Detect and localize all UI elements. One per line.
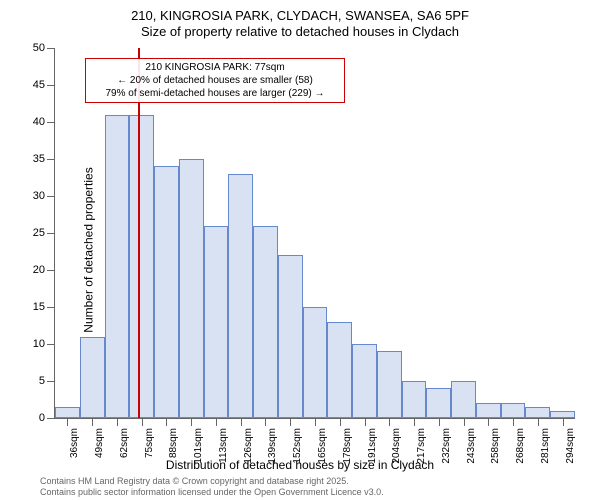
y-tick-label: 50 bbox=[15, 42, 45, 54]
x-tick bbox=[389, 418, 390, 426]
histogram-bar bbox=[327, 322, 352, 418]
chart-title-description: Size of property relative to detached ho… bbox=[0, 24, 600, 39]
histogram-bar bbox=[228, 174, 253, 418]
x-tick bbox=[365, 418, 366, 426]
y-tick bbox=[47, 307, 55, 308]
y-tick bbox=[47, 122, 55, 123]
x-tick bbox=[117, 418, 118, 426]
footer-copyright: Contains HM Land Registry data © Crown c… bbox=[40, 476, 349, 486]
annotation-line-1: 210 KINGROSIA PARK: 77sqm bbox=[90, 61, 340, 74]
y-tick bbox=[47, 159, 55, 160]
y-tick bbox=[47, 196, 55, 197]
histogram-bar bbox=[80, 337, 105, 418]
histogram-bar bbox=[352, 344, 377, 418]
x-tick bbox=[216, 418, 217, 426]
x-tick bbox=[290, 418, 291, 426]
y-tick-label: 10 bbox=[15, 338, 45, 350]
histogram-bar bbox=[253, 226, 278, 418]
y-tick-label: 25 bbox=[15, 227, 45, 239]
annotation-line-2: ← 20% of detached houses are smaller (58… bbox=[90, 74, 340, 87]
y-tick bbox=[47, 381, 55, 382]
histogram-bar bbox=[501, 403, 526, 418]
histogram-bar bbox=[303, 307, 328, 418]
y-tick bbox=[47, 48, 55, 49]
plot-area: 0510152025303540455036sqm49sqm62sqm75sqm… bbox=[54, 48, 575, 419]
y-tick-label: 35 bbox=[15, 153, 45, 165]
x-tick bbox=[191, 418, 192, 426]
x-axis-label: Distribution of detached houses by size … bbox=[0, 458, 600, 472]
footer-licence: Contains public sector information licen… bbox=[40, 487, 384, 497]
x-tick bbox=[67, 418, 68, 426]
histogram-bar bbox=[105, 115, 130, 418]
histogram-bar bbox=[179, 159, 204, 418]
x-tick bbox=[142, 418, 143, 426]
property-annotation: 210 KINGROSIA PARK: 77sqm← 20% of detach… bbox=[85, 58, 345, 103]
x-tick bbox=[315, 418, 316, 426]
property-marker-line bbox=[138, 48, 140, 418]
histogram-bar bbox=[278, 255, 303, 418]
y-tick-label: 20 bbox=[15, 264, 45, 276]
x-tick bbox=[439, 418, 440, 426]
annotation-line-3: 79% of semi-detached houses are larger (… bbox=[90, 87, 340, 100]
histogram-bar bbox=[154, 166, 179, 418]
histogram-bar bbox=[377, 351, 402, 418]
y-tick-label: 15 bbox=[15, 301, 45, 313]
y-tick-label: 0 bbox=[15, 412, 45, 424]
histogram-bar bbox=[426, 388, 451, 418]
y-tick bbox=[47, 85, 55, 86]
x-tick bbox=[340, 418, 341, 426]
y-tick bbox=[47, 270, 55, 271]
y-tick-label: 40 bbox=[15, 116, 45, 128]
x-tick bbox=[241, 418, 242, 426]
chart-title-address: 210, KINGROSIA PARK, CLYDACH, SWANSEA, S… bbox=[0, 8, 600, 23]
histogram-bar bbox=[55, 407, 80, 418]
x-tick bbox=[513, 418, 514, 426]
y-tick bbox=[47, 233, 55, 234]
histogram-bar bbox=[476, 403, 501, 418]
y-tick bbox=[47, 418, 55, 419]
histogram-bar bbox=[402, 381, 427, 418]
x-tick bbox=[563, 418, 564, 426]
x-tick bbox=[488, 418, 489, 426]
histogram-bar bbox=[525, 407, 550, 418]
x-tick bbox=[265, 418, 266, 426]
y-tick bbox=[47, 344, 55, 345]
x-tick bbox=[464, 418, 465, 426]
x-tick bbox=[538, 418, 539, 426]
x-tick bbox=[414, 418, 415, 426]
y-tick-label: 30 bbox=[15, 190, 45, 202]
x-tick bbox=[166, 418, 167, 426]
property-size-histogram: 210, KINGROSIA PARK, CLYDACH, SWANSEA, S… bbox=[0, 0, 600, 500]
histogram-bar bbox=[550, 411, 575, 418]
histogram-bar bbox=[204, 226, 229, 418]
x-tick bbox=[92, 418, 93, 426]
histogram-bar bbox=[451, 381, 476, 418]
histogram-bar bbox=[129, 115, 154, 418]
y-tick-label: 45 bbox=[15, 79, 45, 91]
y-tick-label: 5 bbox=[15, 375, 45, 387]
